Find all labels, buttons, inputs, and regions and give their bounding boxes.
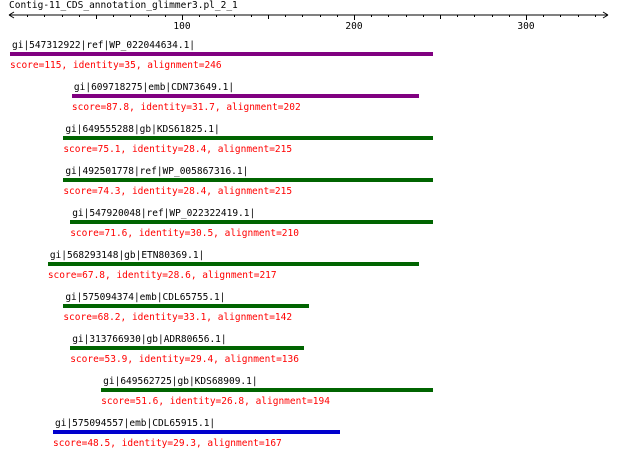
hit-alignment-bar[interactable] [63, 304, 310, 308]
hit-score-text: score=71.6, identity=30.5, alignment=210 [70, 228, 299, 239]
ruler-left-arrow-icon [8, 11, 15, 19]
contig-title: Contig-11_CDS_annotation_glimmer3.pl_2_1 [9, 0, 238, 11]
hit-score-text: score=75.1, identity=28.4, alignment=215 [63, 144, 293, 155]
hit-alignment-bar[interactable] [101, 388, 434, 392]
hit-alignment-bar[interactable] [53, 430, 341, 434]
hit-accession-label[interactable]: gi|575094374|emb|CDL65755.1| [65, 292, 226, 303]
hit-score-text: score=53.9, identity=29.4, alignment=136 [70, 354, 299, 365]
hit-accession-label[interactable]: gi|568293148|gb|ETN80369.1| [49, 250, 205, 261]
hit-accession-label[interactable]: gi|649562725|gb|KDS68909.1| [103, 376, 258, 387]
hit-score-text: score=87.8, identity=31.7, alignment=202 [71, 102, 301, 113]
hit-alignment-bar[interactable] [71, 94, 420, 98]
hit-alignment-bar[interactable] [63, 178, 434, 182]
hit-accession-label[interactable]: gi|547312922|ref|WP_022044634.1| [12, 40, 196, 51]
hit-score-text: score=68.2, identity=33.1, alignment=142 [63, 312, 293, 323]
hit-alignment-bar[interactable] [70, 220, 434, 224]
ruler-right-arrow-icon [602, 11, 609, 19]
ruler-tick-label: 200 [345, 21, 362, 32]
hit-score-text: score=51.6, identity=26.8, alignment=194 [101, 396, 330, 407]
sequence-ruler: 100 200 300 [8, 11, 609, 32]
ruler-tick-label: 300 [517, 21, 534, 32]
hit-score-text: score=48.5, identity=29.3, alignment=167 [53, 438, 282, 449]
hit-score-text: score=67.8, identity=28.6, alignment=217 [47, 270, 277, 281]
hit-accession-label[interactable]: gi|575094557|emb|CDL65915.1| [55, 418, 216, 429]
hit-accession-label[interactable]: gi|492501778|ref|WP_005867316.1| [65, 166, 249, 177]
hit-accession-label[interactable]: gi|547920048|ref|WP_022322419.1| [72, 208, 256, 219]
hit-score-text: score=115, identity=35, alignment=246 [10, 60, 222, 71]
hit-score-text: score=74.3, identity=28.4, alignment=215 [63, 186, 293, 197]
ruler-tick-label: 100 [173, 21, 190, 32]
hit-accession-label[interactable]: gi|609718275|emb|CDN73649.1| [73, 82, 235, 93]
hit-alignment-bar[interactable] [63, 136, 434, 140]
hit-alignment-bar[interactable] [10, 52, 434, 56]
hit-accession-label[interactable]: gi|313766930|gb|ADR80656.1| [72, 334, 227, 345]
hit-alignment-bar[interactable] [70, 346, 305, 350]
hit-alignment-bar[interactable] [47, 262, 420, 266]
hit-accession-label[interactable]: gi|649555288|gb|KDS61825.1| [65, 124, 220, 135]
